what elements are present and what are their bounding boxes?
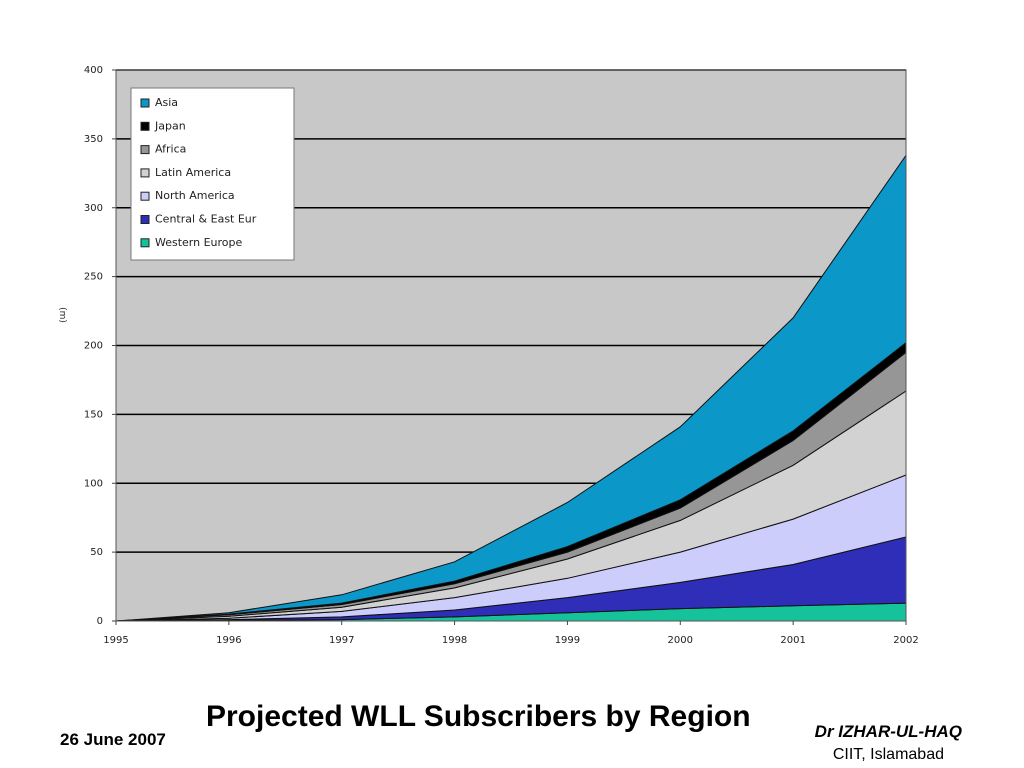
legend-swatch-latin-america <box>140 168 150 178</box>
y-tick-label: 350 <box>84 134 103 145</box>
slide-author: Dr IZHAR-UL-HAQ <box>814 722 962 741</box>
legend: Asia Japan Africa Latin America North Americ… <box>130 87 295 261</box>
legend-swatch-central-east-eur <box>140 215 150 224</box>
slide-affiliation: CIIT, Islamabad <box>832 746 944 763</box>
x-tick-label: 1996 <box>216 635 241 646</box>
legend-label-north-america: North America <box>155 189 235 202</box>
x-tick-label: 1997 <box>329 635 354 646</box>
y-tick-label: 250 <box>84 272 103 283</box>
legend-swatch-japan <box>140 121 150 131</box>
y-tick-label: 400 <box>84 65 103 76</box>
y-tick-label: 300 <box>84 203 103 214</box>
area-series <box>115 153 907 622</box>
y-tick-label: 150 <box>84 409 103 420</box>
legend-label-asia: Asia <box>155 96 178 109</box>
legend-swatch-western-europe <box>140 238 150 248</box>
slide-title: Projected WLL Subscribers by Region <box>206 700 751 733</box>
y-tick-label: 50 <box>90 547 103 558</box>
legend-label-japan: Japan <box>154 119 186 132</box>
x-axis-ticks: 1995 1996 1997 1998 1999 2000 2001 2002 <box>103 621 919 646</box>
slide-date: 26 June 2007 <box>60 730 166 749</box>
legend-label-central-east-eur: Central & East Eur <box>155 213 257 226</box>
legend-swatch-africa <box>140 145 150 155</box>
legend-swatch-asia <box>140 98 150 108</box>
x-tick-label: 1995 <box>103 635 128 646</box>
y-axis-label: (m) <box>57 307 67 323</box>
y-axis-ticks: 0 50 100 150 200 250 300 350 400 <box>84 65 116 627</box>
x-tick-label: 2001 <box>780 635 805 646</box>
x-tick-label: 2000 <box>668 635 693 646</box>
y-tick-label: 100 <box>84 478 103 489</box>
x-tick-label: 1998 <box>442 635 467 646</box>
legend-label-latin-america: Latin America <box>155 166 231 179</box>
y-tick-label: 200 <box>84 341 103 352</box>
legend-swatch-north-america <box>140 191 150 201</box>
x-tick-label: 1999 <box>555 635 580 646</box>
x-tick-label: 2002 <box>893 635 918 646</box>
legend-box <box>130 87 295 261</box>
legend-label-africa: Africa <box>155 143 186 156</box>
y-tick-label: 0 <box>97 616 103 627</box>
legend-label-western-europe: Western Europe <box>155 236 243 249</box>
